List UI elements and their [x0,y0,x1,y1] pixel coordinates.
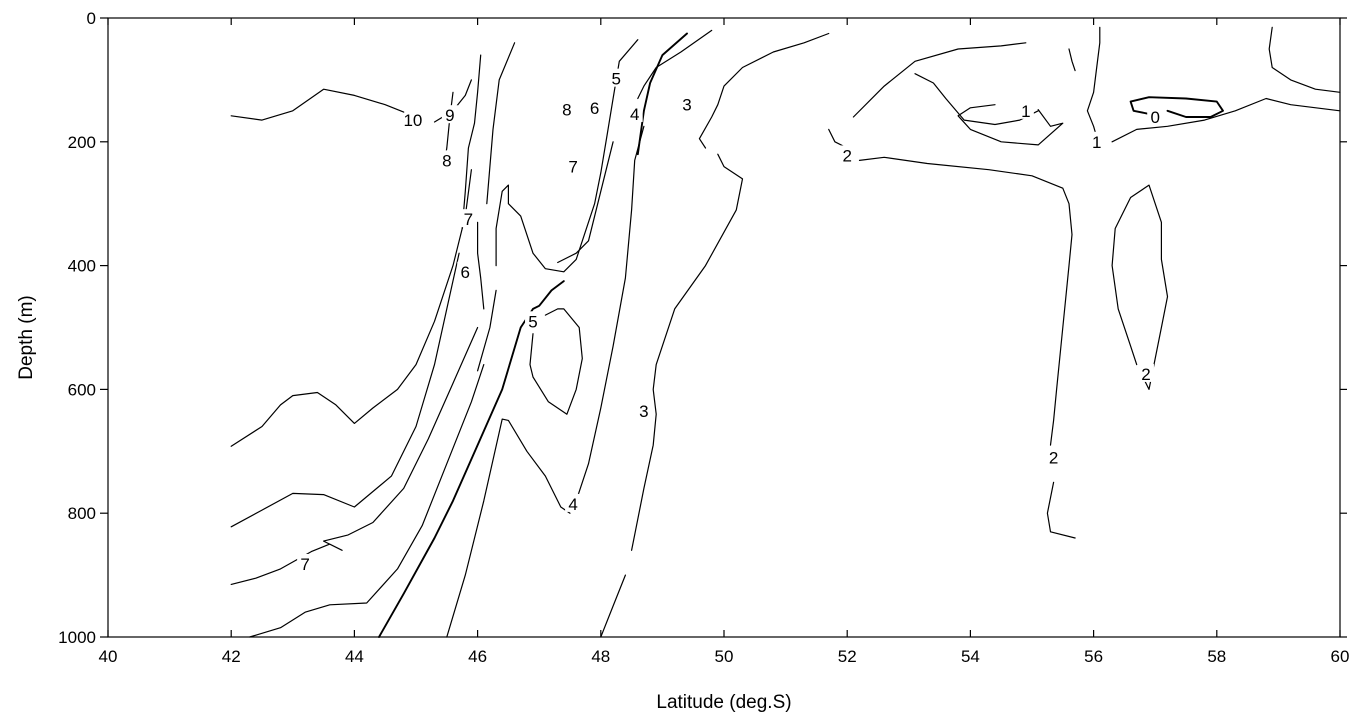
contour-label-bg [1017,100,1034,119]
contour-line-1 [914,73,1039,126]
contour-label-bg [1088,131,1105,150]
contour-label: 1 [1092,133,1101,152]
x-axis-title: Latitude (deg.S) [656,692,791,713]
contour-line-1 [1086,26,1101,149]
contour-label: 7 [300,555,309,574]
contour-line-8 [230,252,460,528]
contour-label: 7 [464,210,473,229]
contour-line-5 [378,280,565,638]
contour-line-0 [1268,26,1341,93]
contour-line-9 [230,169,472,447]
contour-label-bg [558,99,575,118]
x-tick-label: 40 [99,647,118,666]
contour-line-5 [636,32,688,156]
y-tick-label: 800 [68,504,96,523]
contour-line-2 [1111,184,1169,390]
contour-label: 5 [528,312,537,331]
contour-label: 8 [442,151,451,170]
contour-line-7 [477,221,485,310]
x-tick-label: 44 [345,647,364,666]
contour-label: 8 [562,101,571,120]
contour-line-7 [230,326,479,585]
x-tick-label: 58 [1207,647,1226,666]
contour-label-bg [1147,107,1164,126]
contour-line-3 [631,153,744,551]
x-tick-label: 60 [1331,647,1350,666]
contour-label-bg [460,209,477,228]
contour-line-5 [557,141,614,264]
contour-label-bg [1045,447,1062,466]
contour-line-2 [1046,481,1076,539]
contour-line-0 [1129,96,1224,118]
x-tick-label: 48 [591,647,610,666]
contour-label: 7 [568,158,577,177]
x-tick-label: 56 [1084,647,1103,666]
y-axis-title: Depth (m) [16,295,37,379]
x-tick-label: 46 [468,647,487,666]
contour-label-bg [679,94,696,113]
y-tick-label: 0 [87,9,96,28]
contour-label: 2 [842,146,851,165]
contour-line-8 [461,54,482,230]
contour-label: 0 [1150,108,1159,127]
contour-lines [230,26,1341,638]
contour-label-bg [438,150,455,169]
contour-line-1 [957,104,1064,146]
contour-line-2 [858,156,1073,446]
contour-label: 5 [611,70,620,89]
contour-label: 9 [445,106,454,125]
contour-label-bg [565,493,582,512]
contour-label-bg [457,261,474,280]
y-tick-label: 400 [68,257,96,276]
contour-label: 6 [461,263,470,282]
contour-label-bg [441,105,458,124]
contour-line-10 [230,88,405,121]
y-tick-label: 600 [68,380,96,399]
contour-line-4 [637,29,713,100]
contour-line-5 [529,308,583,415]
contour-label: 2 [1141,365,1150,384]
contour-line-2 [828,128,848,149]
contour-label: 3 [682,96,691,115]
contour-line-3 [698,32,830,149]
contour-label: 2 [1049,448,1058,467]
x-tick-label: 42 [222,647,241,666]
contour-line-6 [249,364,485,638]
contour-line-6 [477,289,497,372]
contour-label-bg [404,110,421,129]
contour-label-bg [565,156,582,175]
contour-line-1 [1111,97,1341,143]
contour-label: 4 [630,105,639,124]
contour-label: 1 [1021,102,1030,121]
contour-label-bg [297,553,314,572]
contour-label: 10 [403,111,422,130]
contour-label: 3 [639,402,648,421]
x-tick-label: 54 [961,647,980,666]
contour-label-bg [525,311,542,330]
contour-line-7 [486,42,516,205]
x-tick-label: 52 [838,647,857,666]
contour-label-bg [608,68,625,87]
contour-line-4 [575,125,645,502]
contour-line-1 [1068,48,1076,72]
contour-label-bg [1137,363,1154,382]
contour-line-6 [495,39,639,273]
contour-label: 4 [568,495,577,514]
contour-label-bg [635,401,652,420]
x-tick-label: 50 [715,647,734,666]
y-tick-label: 1000 [58,628,96,647]
contour-line-3 [600,574,626,638]
contour-line-2 [852,42,1027,118]
contour-label-bg [839,145,856,164]
y-tick-label: 200 [68,133,96,152]
contour-label-bg [626,103,643,122]
contour-label-bg [586,97,603,116]
contour-line-4 [446,418,571,638]
contour-label: 6 [590,99,599,118]
